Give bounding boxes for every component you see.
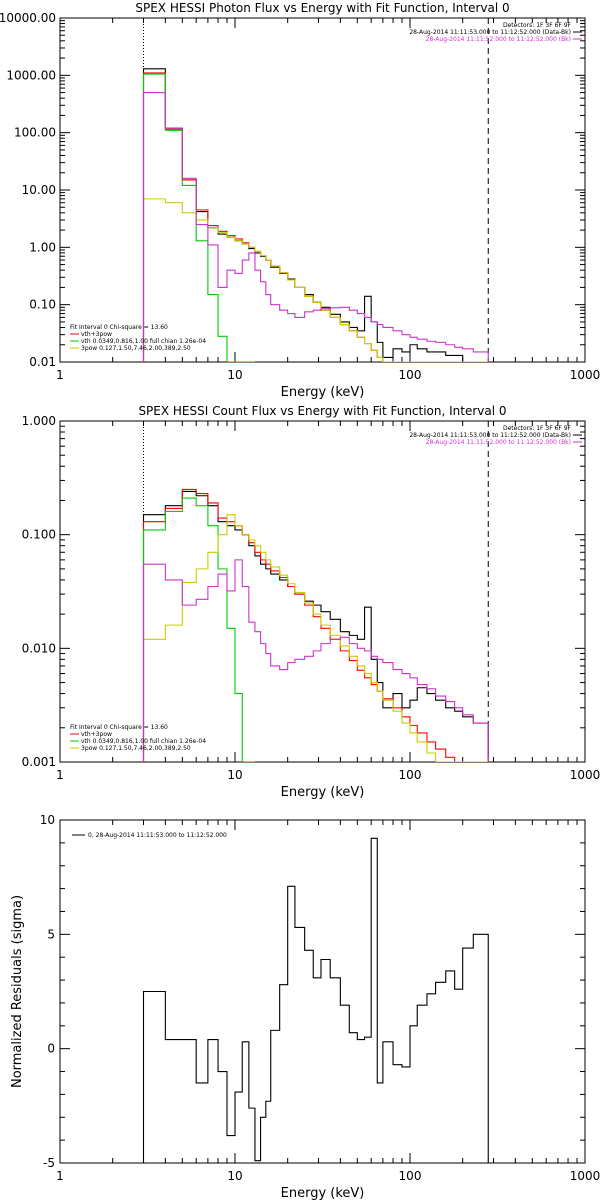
x-axis-label: Energy (keV)	[281, 385, 365, 400]
y-tick-label: 10	[40, 813, 55, 827]
chart-title: SPEX HESSI Count Flux vs Energy with Fit…	[138, 404, 506, 418]
y-tick-label: 0.010	[22, 641, 56, 655]
y-tick-label: 0	[47, 1042, 55, 1056]
panel-1: SPEX HESSI Photon Flux vs Energy with Fi…	[0, 1, 600, 400]
legend-entry: Fit Interval 0 Chi-square = 13.60	[70, 724, 168, 731]
legend-entry: vth+3pow	[81, 731, 112, 738]
x-tick-label: 1	[56, 368, 64, 382]
panel-3: 1 10 100 1000 -5 0 5 10 Energy (keV) Normalized R…	[10, 813, 600, 1200]
series-line-1	[142, 837, 489, 1163]
y-tick-label: 0.100	[22, 528, 56, 542]
series-line-1	[142, 68, 489, 362]
series-line-5	[142, 559, 489, 762]
plot-frame	[59, 420, 586, 763]
info-text: 28-Aug-2014 11:11:53.000 to 11:12:52.000…	[409, 29, 571, 36]
y-tick-label: 10000.00	[0, 11, 56, 25]
data-area	[142, 68, 489, 362]
series-line-5	[142, 92, 489, 362]
data-area	[142, 488, 489, 762]
series-line-4	[142, 198, 489, 362]
y-tick-label: 10.00	[22, 183, 56, 197]
data-area	[142, 837, 489, 1163]
legend-entry: 0, 28-Aug-2014 11:11:53.000 to 11:12:52.…	[88, 832, 227, 839]
legend-entry: Fit Interval 0 Chi-square = 13.60	[70, 324, 168, 331]
info-text: 28-Aug-2014 11:11:53.000 to 11:12:52.000…	[409, 432, 571, 439]
x-tick-label: 10	[227, 368, 242, 382]
y-tick-label: 1.00	[29, 240, 56, 254]
x-tick-label: 100	[399, 768, 422, 782]
series-line-3	[142, 73, 255, 362]
info-text: 28-Aug-2014 11:11:52.000 to 11:12:52.000…	[426, 36, 571, 43]
info-text: 28-Aug-2014 11:11:52.000 to 11:12:52.000…	[426, 439, 571, 446]
x-tick-label: 1	[56, 1169, 64, 1183]
plot-frame	[59, 819, 586, 1164]
info-text: Detectors: 1F 3F 6F 9F	[503, 425, 572, 432]
x-axis-label: Energy (keV)	[281, 785, 365, 800]
series-line-3	[142, 497, 255, 762]
x-tick-label: 1	[56, 768, 64, 782]
x-axis-label: Energy (keV)	[281, 1186, 365, 1200]
series-line-4	[142, 514, 489, 762]
legend-entry: vth 0.0349,0.816,1.00 full chian 1.26e-0…	[81, 738, 206, 745]
x-tick-label: 10	[227, 1169, 242, 1183]
chart-title: SPEX HESSI Photon Flux vs Energy with Fi…	[135, 1, 509, 15]
series-line-2	[142, 488, 489, 762]
panel-2: SPEX HESSI Count Flux vs Energy with Fit…	[22, 404, 600, 800]
y-tick-label: 5	[47, 927, 55, 941]
y-tick-label: 1.000	[22, 414, 56, 428]
x-tick-label: 10	[227, 768, 242, 782]
x-tick-label: 100	[399, 1169, 422, 1183]
x-tick-label: 1000	[570, 1169, 600, 1183]
y-tick-label: -5	[43, 1156, 55, 1170]
y-tick-label: 0.10	[29, 298, 56, 312]
series-line-2	[142, 72, 489, 362]
y-tick-label: 1000.00	[6, 68, 56, 82]
y-axis-label: Normalized Residuals (sigma)	[10, 895, 25, 1088]
info-text: Detectors: 1F 3F 6F 9F	[503, 22, 572, 29]
x-tick-label: 1000	[570, 368, 600, 382]
y-tick-label: 0.001	[22, 755, 56, 769]
legend-entry: vth+3pow	[81, 331, 112, 338]
x-tick-label: 1000	[570, 768, 600, 782]
y-tick-label: 100.00	[14, 126, 56, 140]
x-tick-label: 100	[399, 368, 422, 382]
series-line-1	[142, 490, 489, 762]
legend-entry: 3pow 0.127,1.50,7.46,2.00,389,2.50	[81, 345, 191, 352]
legend-entry: 3pow 0.127,1.50,7.46,2.00,389,2.50	[81, 745, 191, 752]
y-tick-label: 0.01	[29, 355, 56, 369]
legend-entry: vth 0.0349,0.816,1.00 full chian 1.26e-0…	[81, 338, 206, 345]
